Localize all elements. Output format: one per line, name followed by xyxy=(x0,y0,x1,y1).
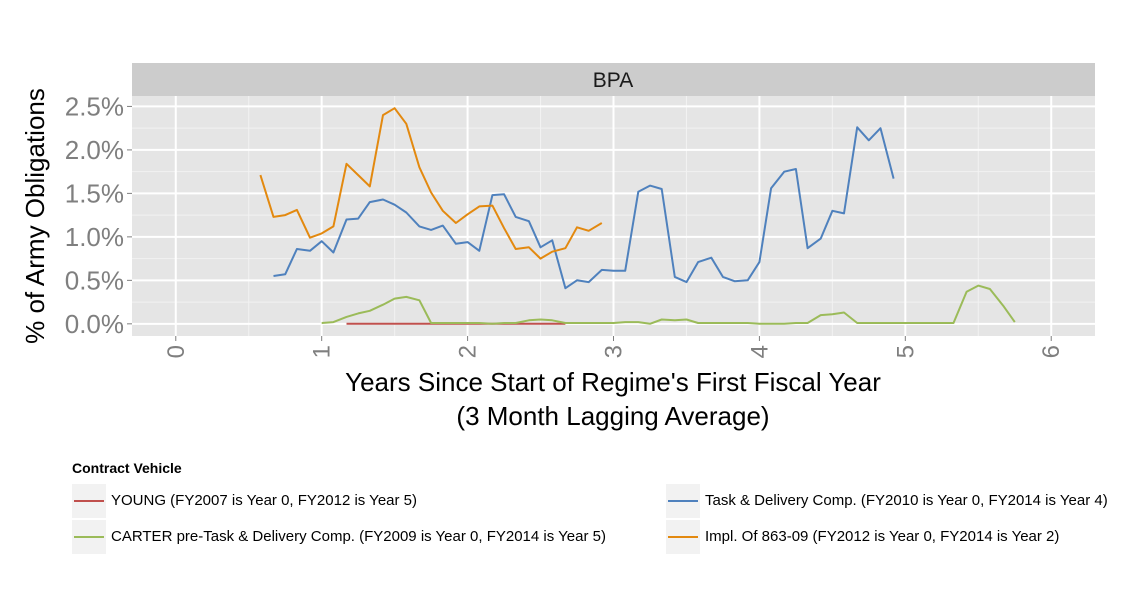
series-line-1 xyxy=(273,126,895,290)
legend-key-young xyxy=(72,484,106,518)
y-tick-label: 2.0% xyxy=(65,135,124,165)
x-tick-label: 6 xyxy=(1038,345,1065,358)
x-tick-label: 5 xyxy=(892,345,919,358)
y-tick-label: 2.5% xyxy=(65,91,124,121)
legend-label-carter: CARTER pre-Task & Delivery Comp. (FY2009… xyxy=(111,528,606,545)
y-tick-label: 1.0% xyxy=(65,222,124,252)
x-axis-title-line2: (3 Month Lagging Average) xyxy=(456,401,769,431)
legend-label-young: YOUNG (FY2007 is Year 0, FY2012 is Year … xyxy=(111,492,417,509)
y-tick-label: 0.5% xyxy=(65,265,124,295)
series-line-3 xyxy=(259,107,603,260)
x-tick-label: 2 xyxy=(455,345,482,358)
x-tick-label: 0 xyxy=(163,345,190,358)
facet-title: BPA xyxy=(593,69,633,92)
legend-label-task-delivery-comp: Task & Delivery Comp. (FY2010 is Year 0,… xyxy=(705,492,1108,509)
y-tick-label: 0.0% xyxy=(65,309,124,339)
series-line-2 xyxy=(321,284,1016,325)
legend: Contract Vehicle YOUNG (FY2007 is Year 0… xyxy=(72,458,1125,600)
y-tick-label: 1.5% xyxy=(65,178,124,208)
legend-label-impl-863-09: Impl. Of 863-09 (FY2012 is Year 0, FY201… xyxy=(705,528,1060,545)
legend-key-carter xyxy=(72,520,106,554)
x-tick-label: 3 xyxy=(601,345,628,358)
x-axis: 0 1 2 3 4 5 6 xyxy=(163,336,1065,358)
x-tick-label: 1 xyxy=(309,345,336,358)
facet-strip xyxy=(132,63,1095,96)
legend-title: Contract Vehicle xyxy=(72,460,182,476)
x-tick-label: 4 xyxy=(746,345,773,358)
legend-key-impl-863-09 xyxy=(666,520,700,554)
y-axis-title: % of Army Obligations xyxy=(20,88,50,344)
series-layer xyxy=(259,107,1016,325)
legend-key-task-delivery-comp xyxy=(666,484,700,518)
y-axis: 0.0% 0.5% 1.0% 1.5% 2.0% 2.5% xyxy=(65,91,132,339)
x-axis-title-line1: Years Since Start of Regime's First Fisc… xyxy=(345,367,881,397)
